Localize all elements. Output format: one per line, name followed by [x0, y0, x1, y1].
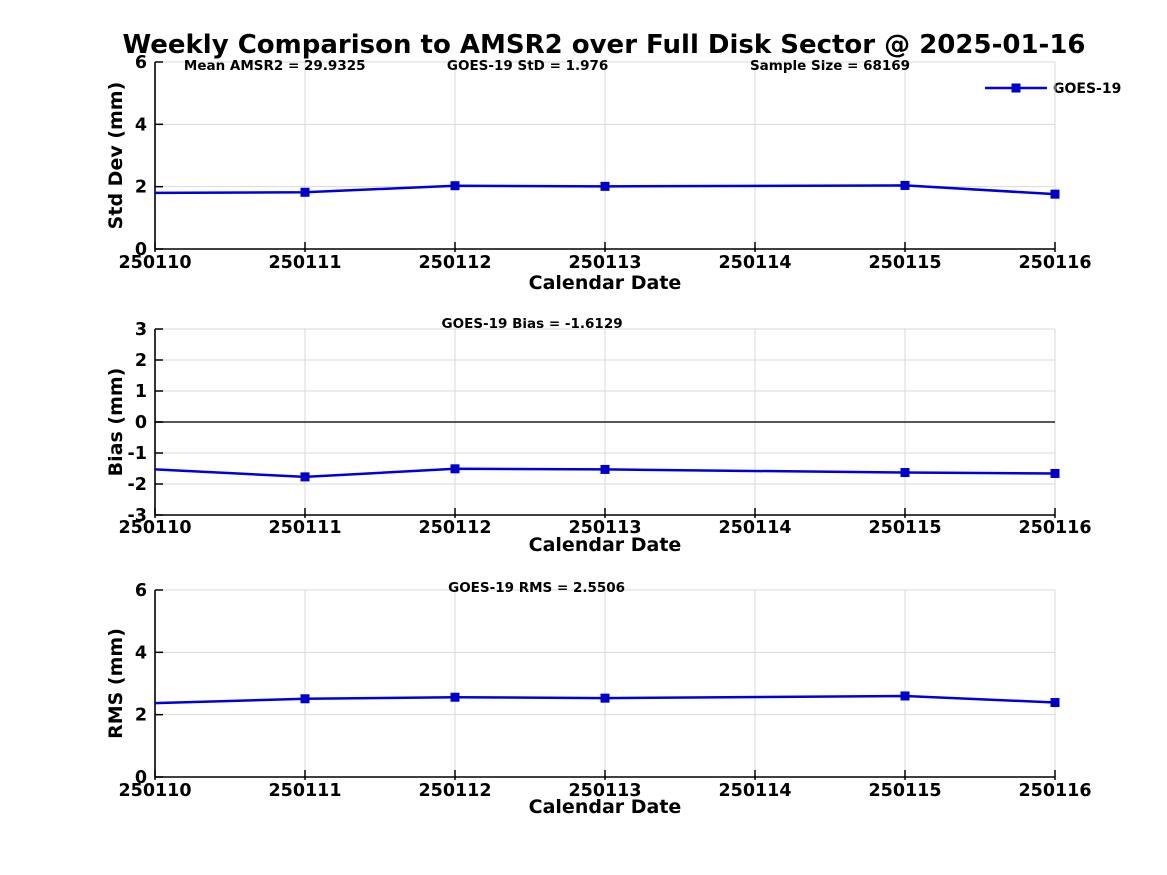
data-point-marker	[600, 464, 610, 474]
x-axis-label: Calendar Date	[529, 534, 682, 556]
x-tick-label: 250114	[718, 253, 791, 273]
y-tick-label: 6	[135, 581, 147, 601]
x-tick-label: 250110	[118, 253, 191, 273]
y-axis-label: Std Dev (mm)	[105, 82, 127, 230]
panel-annotation: Mean AMSR2 = 29.9325	[184, 58, 366, 74]
data-point-marker	[300, 187, 310, 197]
x-tick-label: 250113	[568, 518, 641, 538]
y-tick-label: 0	[135, 240, 147, 260]
x-tick-label: 250111	[268, 518, 341, 538]
y-tick-label: 2	[135, 706, 147, 726]
x-tick-label: 250114	[718, 518, 791, 538]
panel-bias: -3 -2 -1 0 1 2 3 250110 250111 250112 250113 250114…	[105, 316, 1092, 556]
data-point-marker	[450, 692, 460, 702]
chart-panels: 0 2 4 6 250110 250111 250112 250113 250114 250115…	[105, 53, 1092, 818]
y-tick-label: 2	[135, 351, 147, 371]
y-tick-label: -3	[128, 506, 147, 526]
panel-rms: 0 2 4 6 250110 250111 250112 250113 250114 250115…	[105, 580, 1092, 818]
data-point-marker	[1050, 698, 1060, 708]
data-point-marker	[300, 472, 310, 482]
legend: GOES-19	[985, 81, 1121, 97]
x-tick-label: 250115	[868, 253, 941, 273]
data-point-marker	[600, 181, 610, 191]
x-axis-label: Calendar Date	[529, 796, 682, 818]
panel-annotation: GOES-19 StD = 1.976	[447, 58, 608, 74]
x-tick-label: 250116	[1018, 253, 1091, 273]
y-tick-label: -1	[128, 444, 147, 464]
x-tick-label: 250114	[718, 781, 791, 801]
data-point-marker	[900, 180, 910, 190]
data-point-marker	[300, 694, 310, 704]
data-point-marker	[900, 468, 910, 478]
panel-annotation: Sample Size = 68169	[750, 58, 910, 74]
x-tick-label: 250112	[418, 518, 491, 538]
y-tick-label: 0	[135, 413, 147, 433]
data-point-marker	[450, 464, 460, 474]
x-tick-label: 250112	[418, 253, 491, 273]
y-tick-label: 1	[135, 382, 147, 402]
x-tick-label: 250113	[568, 253, 641, 273]
y-axis-label: RMS (mm)	[105, 628, 127, 739]
legend-label: GOES-19	[1053, 81, 1121, 97]
series-line-goes-19	[154, 694, 1056, 705]
panel-std-dev: 0 2 4 6 250110 250111 250112 250113 250114 250115…	[105, 53, 1092, 294]
x-tick-label: 250112	[418, 781, 491, 801]
series-line-goes-19	[154, 467, 1056, 479]
y-tick-label: -2	[128, 475, 147, 495]
data-point-marker	[1050, 189, 1060, 199]
x-tick-label: 250111	[268, 253, 341, 273]
x-tick-label: 250116	[1018, 781, 1091, 801]
data-point-marker	[450, 181, 460, 191]
x-tick-label: 250116	[1018, 518, 1091, 538]
x-axis-label: Calendar Date	[529, 272, 682, 294]
y-tick-label: 4	[135, 115, 147, 135]
x-tick-label: 250115	[868, 781, 941, 801]
x-tick-label: 250115	[868, 518, 941, 538]
data-point-marker	[1050, 468, 1060, 478]
series-line-goes-19	[154, 184, 1056, 196]
legend-marker	[1011, 83, 1021, 93]
x-tick-label: 250111	[268, 781, 341, 801]
data-point-marker	[600, 693, 610, 703]
panel-annotation: GOES-19 RMS = 2.5506	[448, 580, 625, 596]
x-tick-label: 250113	[568, 781, 641, 801]
y-tick-label: 3	[135, 320, 147, 340]
y-tick-label: 2	[135, 178, 147, 198]
x-tick-label: 250110	[118, 518, 191, 538]
y-tick-label: 6	[135, 53, 147, 73]
chart-title: Weekly Comparison to AMSR2 over Full Dis…	[122, 30, 1085, 60]
data-point-marker	[900, 691, 910, 701]
y-tick-label: 4	[135, 643, 147, 663]
y-axis-label: Bias (mm)	[105, 368, 127, 477]
x-tick-label: 250110	[118, 781, 191, 801]
y-tick-label: 0	[135, 768, 147, 788]
panel-annotation: GOES-19 Bias = -1.6129	[442, 316, 623, 332]
